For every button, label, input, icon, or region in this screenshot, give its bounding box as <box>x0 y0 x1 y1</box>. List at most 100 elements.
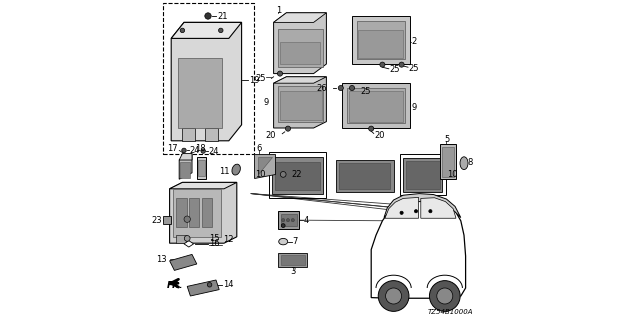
Polygon shape <box>336 160 394 192</box>
Polygon shape <box>384 194 461 218</box>
FancyBboxPatch shape <box>442 147 454 177</box>
Polygon shape <box>187 280 219 296</box>
Text: 19: 19 <box>249 76 259 84</box>
FancyBboxPatch shape <box>339 163 390 189</box>
Text: FR.: FR. <box>166 281 183 290</box>
Text: 26: 26 <box>316 84 327 92</box>
Polygon shape <box>258 157 272 174</box>
Text: 9: 9 <box>412 103 417 112</box>
Text: 2: 2 <box>412 37 417 46</box>
FancyBboxPatch shape <box>278 86 323 122</box>
FancyBboxPatch shape <box>180 162 190 178</box>
Polygon shape <box>163 216 172 224</box>
Ellipse shape <box>232 164 241 175</box>
Text: 10: 10 <box>447 170 458 179</box>
FancyBboxPatch shape <box>281 214 297 226</box>
FancyBboxPatch shape <box>176 198 187 227</box>
FancyBboxPatch shape <box>280 91 322 120</box>
Circle shape <box>278 71 283 76</box>
Circle shape <box>338 85 343 91</box>
Polygon shape <box>272 157 323 194</box>
Polygon shape <box>170 182 237 189</box>
Polygon shape <box>274 13 326 22</box>
Polygon shape <box>170 254 197 270</box>
Text: 24: 24 <box>209 147 219 156</box>
Circle shape <box>369 126 374 131</box>
Text: 25: 25 <box>409 64 419 73</box>
FancyBboxPatch shape <box>176 235 186 243</box>
Polygon shape <box>274 77 326 128</box>
Text: 8: 8 <box>468 158 473 167</box>
Text: 10: 10 <box>255 170 266 179</box>
Polygon shape <box>371 197 466 298</box>
Text: 25: 25 <box>255 74 266 83</box>
Text: 5: 5 <box>445 135 450 144</box>
FancyBboxPatch shape <box>406 161 440 189</box>
FancyBboxPatch shape <box>182 128 195 141</box>
Circle shape <box>280 172 286 177</box>
Text: 12: 12 <box>223 235 234 244</box>
Circle shape <box>285 126 291 131</box>
Polygon shape <box>385 197 419 218</box>
Text: 15: 15 <box>209 234 219 243</box>
Polygon shape <box>278 253 307 267</box>
Circle shape <box>207 283 212 287</box>
Ellipse shape <box>279 238 288 245</box>
Circle shape <box>385 288 402 304</box>
Circle shape <box>182 148 186 153</box>
Circle shape <box>378 281 409 311</box>
Circle shape <box>180 28 185 33</box>
FancyBboxPatch shape <box>278 29 323 67</box>
Polygon shape <box>352 16 410 64</box>
Polygon shape <box>342 83 410 128</box>
Text: 4: 4 <box>304 216 309 225</box>
Polygon shape <box>274 77 326 83</box>
Text: 20: 20 <box>266 131 276 140</box>
Circle shape <box>184 216 191 222</box>
Polygon shape <box>170 182 237 243</box>
FancyBboxPatch shape <box>358 30 403 58</box>
Circle shape <box>282 219 285 222</box>
FancyBboxPatch shape <box>281 255 305 265</box>
Text: TZ54B1000A: TZ54B1000A <box>428 309 474 315</box>
Text: 18: 18 <box>195 144 206 153</box>
Circle shape <box>287 219 290 222</box>
FancyBboxPatch shape <box>205 128 218 141</box>
FancyBboxPatch shape <box>202 198 212 227</box>
Text: 23: 23 <box>151 216 161 225</box>
Circle shape <box>400 211 403 214</box>
Text: 25: 25 <box>389 65 400 74</box>
FancyBboxPatch shape <box>202 109 211 118</box>
Text: 16: 16 <box>209 239 220 248</box>
Circle shape <box>380 62 385 67</box>
Text: 21: 21 <box>217 12 227 20</box>
Text: 7: 7 <box>292 237 298 246</box>
Polygon shape <box>179 154 192 179</box>
Circle shape <box>399 62 404 67</box>
Circle shape <box>291 219 294 222</box>
FancyBboxPatch shape <box>357 21 405 59</box>
Circle shape <box>429 210 432 213</box>
Text: 3: 3 <box>290 267 296 276</box>
Polygon shape <box>172 22 242 141</box>
Polygon shape <box>172 22 242 38</box>
Polygon shape <box>197 157 206 179</box>
Text: 20: 20 <box>374 131 385 140</box>
Circle shape <box>282 224 285 228</box>
FancyBboxPatch shape <box>198 160 205 176</box>
Polygon shape <box>184 241 193 247</box>
FancyBboxPatch shape <box>163 3 254 154</box>
Polygon shape <box>278 211 300 229</box>
Polygon shape <box>440 144 456 179</box>
Circle shape <box>201 149 205 153</box>
Circle shape <box>415 210 418 213</box>
Ellipse shape <box>460 157 468 170</box>
Text: 22: 22 <box>291 170 301 179</box>
Text: 6: 6 <box>257 144 262 153</box>
Polygon shape <box>178 58 223 128</box>
Text: 9: 9 <box>264 98 269 107</box>
Circle shape <box>205 13 211 19</box>
Circle shape <box>437 288 453 304</box>
Circle shape <box>184 236 190 241</box>
Polygon shape <box>403 158 442 192</box>
